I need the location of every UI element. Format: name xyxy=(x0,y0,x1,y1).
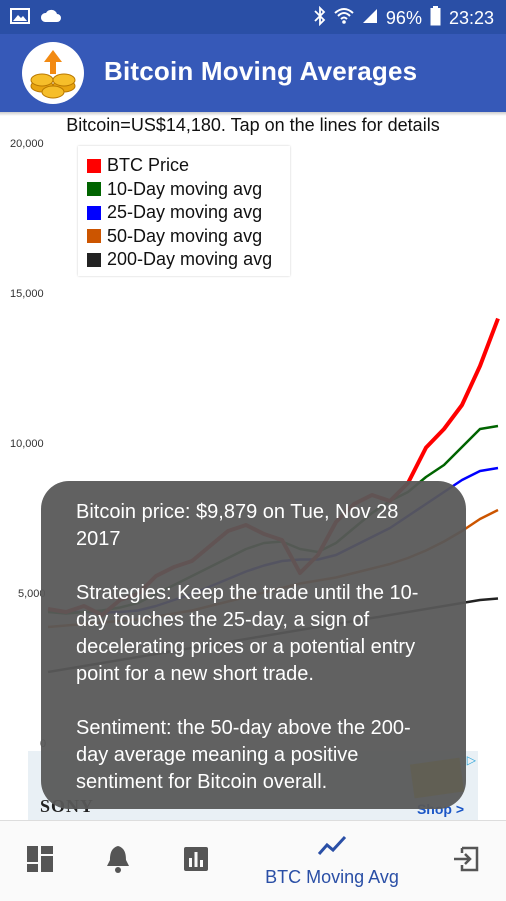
nav-exit[interactable] xyxy=(446,821,486,901)
y-tick: 15,000 xyxy=(10,288,44,300)
legend-swatch-ma10 xyxy=(87,182,101,197)
bottom-navigation: BTC Moving Avg xyxy=(0,820,506,901)
adchoices-icon[interactable]: ▷ xyxy=(466,753,476,767)
app-bar: Bitcoin Moving Averages xyxy=(0,34,506,116)
dashboard-icon xyxy=(26,845,54,878)
image-notification-icon xyxy=(10,7,30,30)
nav-charts[interactable] xyxy=(176,821,216,901)
app-title: Bitcoin Moving Averages xyxy=(104,56,418,86)
y-tick: 10,000 xyxy=(10,438,44,450)
tooltip-sentiment: Sentiment: the 50-day above the 200-day … xyxy=(76,717,411,793)
legend-swatch-btc xyxy=(87,158,101,173)
legend-item: 10-Day moving avg xyxy=(78,178,290,202)
tooltip-strategies: Strategies: Keep the trade until the 10-… xyxy=(76,582,419,685)
status-bar: 96% 23:23 xyxy=(0,0,506,34)
wifi-icon xyxy=(334,7,354,30)
chart-legend: BTC Price 10-Day moving avg 25-Day movin… xyxy=(78,146,290,276)
tooltip-price: Bitcoin price: $9,879 on Tue, Nov 28 201… xyxy=(76,501,399,550)
battery-icon xyxy=(430,6,441,31)
signal-icon xyxy=(362,8,378,29)
app-logo-icon xyxy=(22,42,84,104)
nav-btc-moving-avg[interactable]: BTC Moving Avg xyxy=(252,821,412,901)
nav-dashboard[interactable] xyxy=(20,821,60,901)
legend-swatch-ma25 xyxy=(87,205,101,220)
legend-swatch-ma200 xyxy=(87,252,101,267)
battery-percent: 96% xyxy=(385,8,422,28)
nav-alerts[interactable] xyxy=(98,821,138,901)
bar-chart-icon xyxy=(183,846,209,877)
y-tick: 20,000 xyxy=(10,138,44,150)
legend-item: 50-Day moving avg xyxy=(78,225,290,249)
cloud-icon xyxy=(40,7,62,30)
exit-icon xyxy=(452,846,480,877)
details-tooltip[interactable]: Bitcoin price: $9,879 on Tue, Nov 28 201… xyxy=(41,481,466,809)
nav-label: BTC Moving Avg xyxy=(265,867,399,887)
clock: 23:23 xyxy=(448,8,494,28)
trend-line-icon xyxy=(317,834,347,861)
legend-item: 200-Day moving avg xyxy=(78,248,290,272)
legend-item: BTC Price xyxy=(78,154,290,178)
bell-icon xyxy=(105,844,131,879)
legend-item: 25-Day moving avg xyxy=(78,201,290,225)
y-tick: 5,000 xyxy=(18,588,46,600)
bluetooth-icon xyxy=(314,5,326,31)
legend-swatch-ma50 xyxy=(87,229,101,244)
chart-subtitle: Bitcoin=US$14,180. Tap on the lines for … xyxy=(66,115,440,135)
